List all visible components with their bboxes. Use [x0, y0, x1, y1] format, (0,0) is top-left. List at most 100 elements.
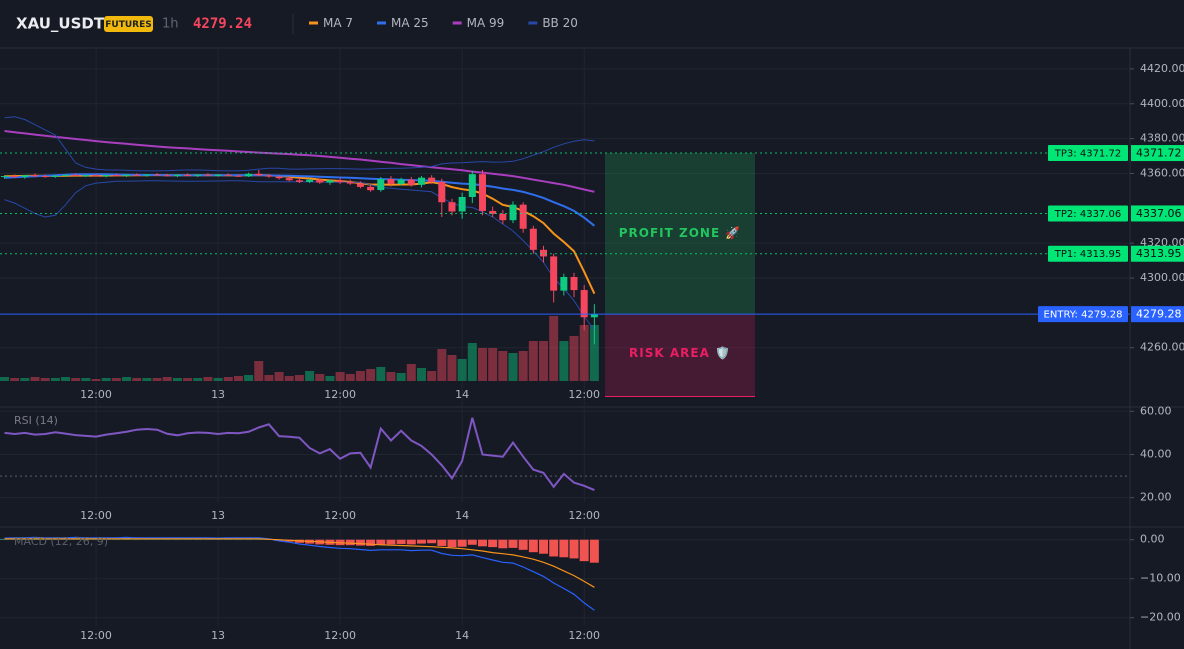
macd-line — [4, 538, 595, 588]
x-tick-label: 12:00 — [324, 388, 356, 401]
macd-bar — [488, 539, 498, 548]
badge: FUTURES — [105, 20, 151, 30]
level-tag-bg — [1048, 205, 1128, 222]
volume-bar — [122, 377, 132, 381]
volume-bar — [488, 348, 498, 381]
pane-title: MACD (12, 26, 9) — [14, 535, 108, 548]
x-tick-label: 12:00 — [568, 388, 600, 401]
volume-bar — [111, 378, 121, 381]
legend-label[interactable]: MA 7 — [323, 16, 353, 30]
rsi-line — [4, 417, 595, 492]
macd-bar — [518, 539, 528, 550]
volume-bar — [152, 378, 162, 381]
volume-bar — [50, 378, 60, 381]
candle-body — [21, 175, 29, 177]
volume-bar — [539, 341, 549, 381]
x-tick-label: 12:00 — [568, 509, 600, 522]
candle-body — [397, 179, 405, 184]
x-tick-label: 12:00 — [568, 629, 600, 642]
zone-label: RISK AREA 🛡️ — [629, 346, 731, 360]
candle-body — [489, 210, 497, 214]
volume-bar — [81, 378, 91, 381]
x-tick-label: 13 — [211, 388, 225, 401]
volume-bar — [142, 378, 152, 381]
volume-bar — [244, 375, 254, 381]
y-tick-label: 4420.00 — [1140, 62, 1184, 75]
macd-bar — [528, 539, 538, 553]
volume-bar — [559, 341, 569, 381]
candle-body — [428, 177, 436, 182]
macd-bar — [427, 539, 437, 544]
zone-label: PROFIT ZONE 🚀 — [619, 226, 742, 240]
price-tag-bg — [1131, 145, 1184, 162]
volume-bar — [132, 378, 142, 381]
legend-label[interactable]: MA 99 — [467, 16, 505, 30]
candle-body — [245, 173, 253, 177]
candle-body — [367, 186, 375, 191]
level-tag: TP2: 4337.06 — [1054, 209, 1121, 220]
candle-body — [468, 174, 476, 198]
candle-body — [336, 180, 344, 183]
volume-bar — [203, 377, 213, 381]
candle-body — [570, 276, 578, 291]
volume-bar — [355, 371, 365, 381]
x-tick-label: 12:00 — [80, 509, 112, 522]
legend-label[interactable]: MA 25 — [391, 16, 429, 30]
volume-bar — [10, 378, 20, 381]
level-tag-bg — [1038, 306, 1128, 323]
risk-zone — [605, 314, 755, 397]
candle-body — [560, 276, 568, 291]
candle-body — [41, 176, 49, 178]
interval[interactable]: 1h — [162, 17, 179, 32]
candle-body — [529, 228, 537, 250]
badge-bg — [104, 16, 153, 32]
ma-line — [4, 173, 596, 227]
candle-body — [51, 175, 59, 177]
candle-body — [387, 179, 395, 184]
y-tick-label: 4400.00 — [1140, 97, 1184, 110]
candle-body — [356, 183, 364, 187]
x-tick-label: 14 — [455, 629, 469, 642]
candle-body — [417, 177, 425, 185]
volume-bar — [40, 378, 50, 381]
y-tick-label: 4260.00 — [1140, 341, 1184, 354]
symbol: XAU_USDT — [16, 15, 105, 33]
y-tick-label: 60.00 — [1140, 404, 1172, 417]
candle-body — [204, 174, 212, 176]
legend-label[interactable]: BB 20 — [542, 16, 578, 30]
volume-bar — [366, 369, 376, 381]
last-price: 4279.24 — [193, 16, 252, 32]
macd-bar — [549, 539, 559, 557]
volume-bar — [376, 367, 386, 381]
level-tag-bg — [1048, 245, 1128, 262]
price-tag-bg — [1131, 306, 1184, 323]
ma-line — [4, 130, 595, 193]
candle-body — [316, 179, 324, 183]
volume-bar — [61, 377, 71, 381]
candle-body — [275, 176, 283, 179]
candle-body — [590, 314, 598, 318]
volume-bar — [498, 351, 508, 381]
volume-bar — [477, 348, 487, 381]
x-tick-label: 12:00 — [324, 509, 356, 522]
y-tick-label: −10.00 — [1140, 572, 1181, 585]
candle-body — [306, 179, 314, 182]
candle-body — [163, 175, 171, 177]
pane-title: RSI (14) — [14, 414, 58, 427]
volume-bar — [335, 372, 345, 381]
candle-body — [123, 174, 131, 176]
macd-bar — [477, 539, 487, 547]
price-tag: 4313.95 — [1136, 247, 1182, 260]
volume-bar — [345, 374, 355, 381]
candle-body — [478, 174, 486, 211]
candle-body — [133, 174, 141, 176]
candle-body — [326, 180, 334, 183]
volume-bar — [467, 343, 477, 381]
candle-body — [377, 179, 385, 191]
macd-bar — [467, 539, 477, 545]
candle-body — [82, 175, 90, 177]
macd-line — [4, 536, 595, 611]
candle-body — [438, 181, 446, 203]
volume-bar — [549, 316, 559, 381]
